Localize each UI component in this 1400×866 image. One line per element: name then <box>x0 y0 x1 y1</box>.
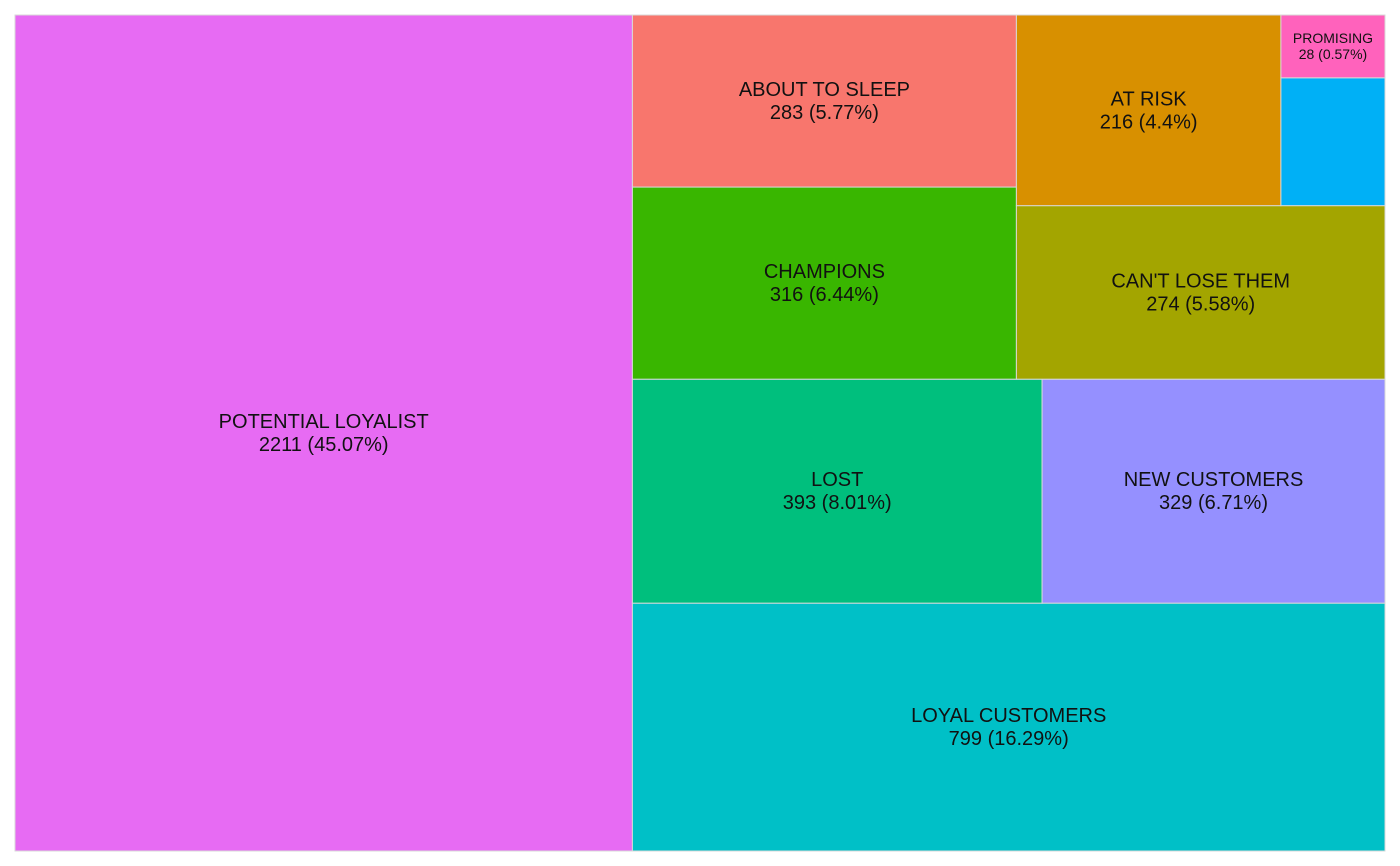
tile-at-risk <box>1015 14 1282 207</box>
tile-about-to-sleep <box>631 14 1017 188</box>
tile-loyal-customers <box>631 602 1386 852</box>
treemap-tiles <box>14 14 1386 852</box>
tile-value-potential-loyalist: 2211 (45.07%) <box>259 434 389 456</box>
tile-value-lost: 393 (8.01%) <box>783 492 892 514</box>
tile-value-champions: 316 (6.44%) <box>770 284 879 306</box>
tile-label-about-to-sleep: ABOUT TO SLEEP <box>739 79 910 101</box>
tile-promising <box>1280 14 1386 79</box>
tile-label-at-risk: AT RISK <box>1111 88 1188 110</box>
tile-value-new-customers: 329 (6.71%) <box>1159 492 1268 514</box>
tile-label-potential-loyalist: POTENTIAL LOYALIST <box>219 411 429 433</box>
tile-label-new-customers: NEW CUSTOMERS <box>1124 469 1304 491</box>
tile-label-champions: CHAMPIONS <box>764 261 885 283</box>
tile-value-promising: 28 (0.57%) <box>1299 46 1367 62</box>
tile-value-can-t-lose-them: 274 (5.58%) <box>1146 293 1255 315</box>
tile-champions <box>631 186 1017 380</box>
tile-label-lost: LOST <box>811 469 863 491</box>
tile-potential-loyalist <box>14 14 633 852</box>
tile-value-loyal-customers: 799 (16.29%) <box>949 728 1069 750</box>
tile-label-loyal-customers: LOYAL CUSTOMERS <box>911 705 1106 727</box>
tile-label-promising: PROMISING <box>1293 30 1373 46</box>
tile-lost <box>631 378 1043 604</box>
tile-value-about-to-sleep: 283 (5.77%) <box>770 102 879 124</box>
tile-label-can-t-lose-them: CAN'T LOSE THEM <box>1111 270 1290 292</box>
tile-value-at-risk: 216 (4.4%) <box>1100 111 1198 133</box>
tile-can-t-lose-them <box>1015 205 1386 380</box>
tile-unlabeled <box>1280 77 1386 207</box>
